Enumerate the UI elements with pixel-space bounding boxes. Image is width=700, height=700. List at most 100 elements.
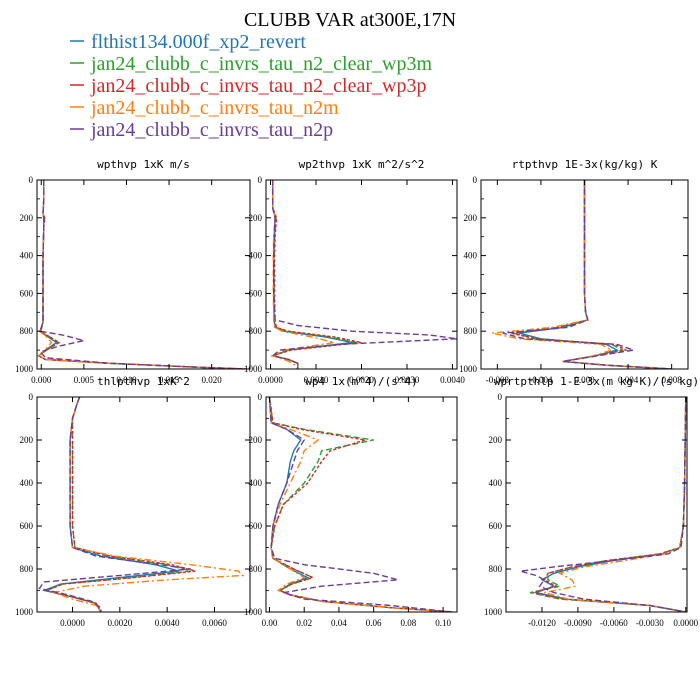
y-tick-label: 600: [489, 521, 503, 531]
x-tick-label: -0.008: [486, 375, 510, 385]
y-tick-label: 800: [464, 326, 478, 336]
series-group: [38, 397, 245, 612]
y-tick-label: 0: [29, 175, 34, 185]
panel-units: 1x(m^4)/(s^4): [332, 375, 418, 388]
x-tick-label: 0.0010: [304, 375, 329, 385]
x-tick-label: 0.0000: [258, 375, 283, 385]
x-tick-label: 0.0060: [202, 618, 227, 628]
y-tick-label: 600: [20, 288, 34, 298]
x-tick-label: 0.004: [618, 375, 639, 385]
y-tick-label: 0: [29, 392, 34, 402]
y-tick-label: 200: [489, 435, 503, 445]
panels: wpthvp 1xK m/s 0 200 400 600 800 1000 0.000 0.00…: [15, 158, 699, 628]
panel-units: 1xK^2: [157, 375, 190, 388]
legend-entry: flthist134.000f_xp2_revert: [70, 31, 306, 53]
y-tick-label: 200: [249, 213, 263, 223]
x-tick-label: -0.0030: [636, 618, 664, 628]
y-tick-label: 1000: [244, 607, 263, 617]
series-line-5: [271, 180, 457, 369]
x-tick-label: 0.0000: [673, 618, 698, 628]
panel-units: 1xK m/s: [144, 158, 190, 171]
x-tick-label: 0.020: [202, 375, 223, 385]
y-tick-label: 800: [20, 326, 34, 336]
series-line-2: [513, 180, 672, 369]
y-tick-label: 200: [464, 213, 478, 223]
panel-units: 1xK m^2/s^2: [352, 158, 425, 171]
panel-title: thlpthvp 1xK^2: [97, 375, 190, 388]
panel-units: 1E-3x(kg/kg) K: [565, 158, 658, 171]
legend-entry: jan24_clubb_c_invrs_tau_n2_clear_wp3p: [70, 75, 426, 97]
x-tick-label: 0.0020: [349, 375, 374, 385]
series-line-5: [38, 397, 191, 612]
x-tick-label: -0.0090: [564, 618, 592, 628]
plot-frame: [505, 396, 688, 613]
x-tick-label: 0.000: [574, 375, 595, 385]
x-tick-label: 0.08: [401, 618, 417, 628]
y-tick-label: 600: [249, 521, 263, 531]
series-group: [491, 180, 672, 369]
series-group: [37, 180, 246, 369]
panel-title: wprtpthlp 1-E-3x(m kg K)/(s kg): [494, 375, 699, 388]
legend-entry: jan24_clubb_c_invrs_tau_n2p: [70, 119, 333, 141]
x-tick-label: 0.0030: [395, 375, 420, 385]
y-tick-label: 400: [20, 251, 34, 261]
series-line-2: [44, 397, 191, 612]
series-line-1: [533, 397, 687, 612]
series-line-4: [37, 180, 246, 369]
series-line-5: [38, 180, 246, 369]
y-tick-label: 1000: [15, 607, 34, 617]
y-tick-label: 600: [20, 521, 34, 531]
panel-title-name: wprtpthlp: [494, 375, 560, 388]
series-line-5: [520, 397, 687, 612]
panel-units: 1-E-3x(m kg K)/(s kg): [560, 375, 699, 388]
panel-wprtpthlp: wprtpthlp 1-E-3x(m kg K)/(s kg) 0 200 400 60…: [484, 375, 699, 628]
legend-label: jan24_clubb_c_invrs_tau_n2m: [90, 97, 339, 119]
panel-title-name: thlpthvp: [97, 375, 157, 388]
panel-rtpthvp: rtpthvp 1E-3x(kg/kg) K02004006008001000-…: [459, 158, 689, 385]
panel-title-name: wpthvp: [97, 158, 143, 171]
series-line-2: [529, 397, 687, 612]
legend: flthist134.000f_xp2_revert jan24_clubb_c_…: [70, 31, 432, 141]
y-tick-label: 1000: [459, 364, 478, 374]
x-tick-label: 0.02: [296, 618, 312, 628]
x-tick-label: 0.06: [366, 618, 382, 628]
y-tick-label: 400: [20, 478, 34, 488]
legend-label: jan24_clubb_c_invrs_tau_n2_clear_wp3p: [90, 75, 426, 97]
y-tick-label: 600: [249, 288, 263, 298]
series-line-4: [270, 180, 335, 369]
series-line-3: [510, 180, 672, 369]
panel-title-name: wp2thvp: [299, 158, 352, 171]
panel-title-name: rtpthvp: [512, 158, 565, 171]
legend-entry: jan24_clubb_c_invrs_tau_n2m: [70, 97, 339, 119]
y-tick-label: 800: [20, 564, 34, 574]
y-tick-label: 400: [464, 251, 478, 261]
x-tick-label: 0.015: [159, 375, 180, 385]
figure-title: CLUBB VAR at300E,17N: [244, 9, 456, 31]
panel-thlpthvp: thlpthvp 1xK^2 0 200 400 600 800 1000 0.0000 0.0…: [15, 375, 251, 628]
x-tick-label: 0.010: [116, 375, 137, 385]
x-tick-label: 0.000: [31, 375, 52, 385]
x-tick-label: 0.0040: [440, 375, 465, 385]
series-line-5: [502, 180, 672, 369]
y-tick-label: 200: [249, 435, 263, 445]
y-tick-label: 200: [20, 213, 34, 223]
series-line-4: [268, 397, 452, 612]
y-tick-label: 0: [473, 175, 478, 185]
panel-wp2thvp: wp2thvp 1xK m^2/s^2020040060080010000.00…: [244, 158, 465, 385]
series-line-3: [532, 397, 687, 612]
panel-title: wp4 1x(m^4)/(s^4): [305, 375, 418, 388]
y-tick-label: 0: [258, 392, 263, 402]
legend-label: flthist134.000f_xp2_revert: [91, 31, 306, 53]
legend-label: jan24_clubb_c_invrs_tau_n2p: [90, 119, 333, 141]
series-line-4: [50, 397, 245, 612]
series-line-3: [37, 180, 246, 369]
y-tick-label: 0: [258, 175, 263, 185]
y-tick-label: 400: [249, 251, 263, 261]
plot-frame: [36, 396, 251, 613]
x-tick-label: -0.0060: [600, 618, 628, 628]
x-tick-label: 0.10: [435, 618, 451, 628]
y-tick-label: 400: [249, 478, 263, 488]
